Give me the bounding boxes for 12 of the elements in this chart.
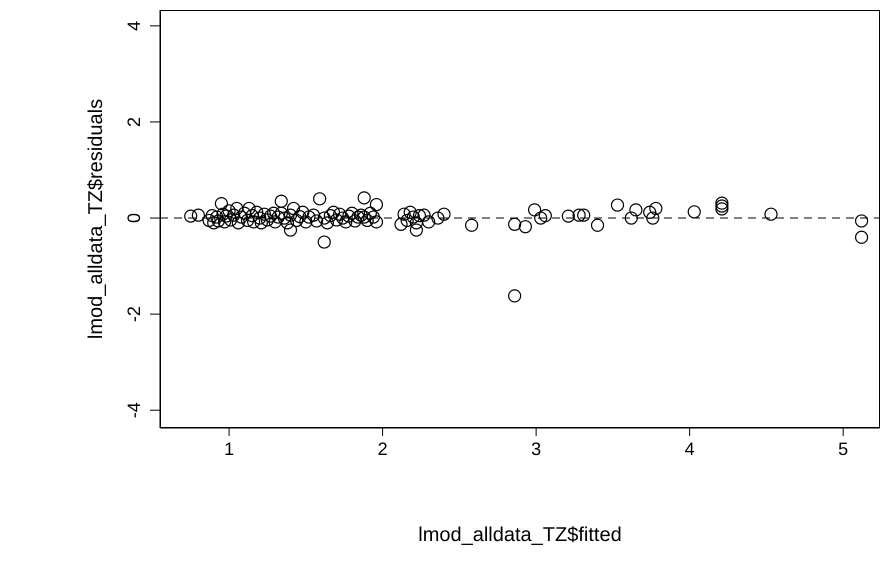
y-axis-title: lmod_alldata_TZ$residuals [85,98,108,340]
y-tick-label: 2 [124,116,144,127]
x-tick-label: 5 [838,438,848,459]
y-tick-label: 4 [124,20,144,31]
y-tick-label: 0 [124,213,144,224]
x-tick-label: 1 [224,438,234,459]
y-tick-label: -2 [124,306,144,322]
x-tick-label: 4 [684,438,695,459]
x-tick-label: 2 [378,438,388,459]
y-tick-label: -4 [124,402,144,418]
x-axis-title: lmod_alldata_TZ$fitted [418,524,622,546]
x-tick-label: 3 [531,438,542,459]
